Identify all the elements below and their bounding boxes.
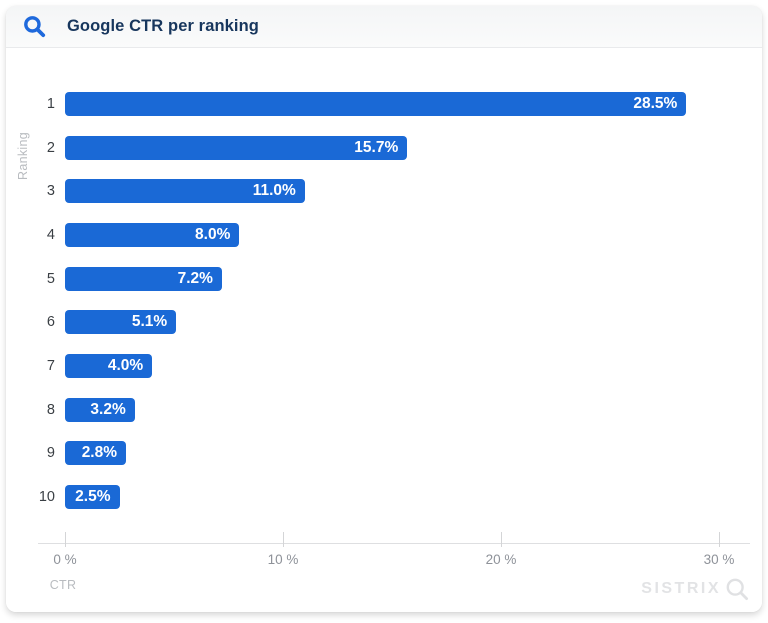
rank-label: 7 bbox=[46, 357, 55, 374]
bar-value-label: 5.1% bbox=[131, 313, 168, 331]
ctr-bar: 2.8% bbox=[65, 441, 127, 466]
bar-value-label: 4.0% bbox=[107, 356, 144, 374]
x-axis-tick-label: 0 % bbox=[53, 552, 77, 567]
ctr-bar: 5.1% bbox=[65, 310, 177, 335]
ctr-bar: 3.2% bbox=[65, 397, 135, 422]
x-axis-title: CTR bbox=[49, 578, 77, 592]
rank-label: 6 bbox=[46, 314, 55, 331]
ctr-bar: 4.0% bbox=[65, 353, 153, 378]
chart-row: 9 2.8% bbox=[6, 432, 762, 476]
bar-value-label: 15.7% bbox=[354, 138, 399, 156]
bar-rows: 1 28.5% 2 15.7% 3 11.0% 4 8.0% 5 7.2% 6 5.1% 7 4.0% 8 3… bbox=[6, 82, 762, 519]
chart-row: 1 28.5% bbox=[6, 82, 762, 126]
bar-value-label: 3.2% bbox=[90, 400, 126, 418]
magnifier-icon bbox=[24, 16, 46, 38]
chart-header: Google CTR per ranking bbox=[6, 6, 762, 48]
magnifier-icon bbox=[726, 578, 749, 601]
ctr-bar: 11.0% bbox=[65, 179, 305, 204]
x-axis-tick bbox=[719, 532, 720, 547]
rank-label: 4 bbox=[46, 226, 55, 243]
ctr-bar: 2.5% bbox=[65, 485, 120, 510]
x-axis-tick-label: 30 % bbox=[703, 552, 735, 567]
chart-row: 3 11.0% bbox=[6, 169, 762, 213]
rank-label: 1 bbox=[46, 95, 55, 112]
chart-card: Google CTR per ranking Ranking 1 28.5% 2 15… bbox=[6, 6, 762, 612]
x-axis-tick-label: 10 % bbox=[267, 552, 299, 567]
watermark-text: SISTRIX bbox=[641, 580, 721, 597]
ctr-bar: 8.0% bbox=[65, 222, 240, 247]
bar-value-label: 28.5% bbox=[633, 94, 678, 112]
page-title: Google CTR per ranking bbox=[67, 17, 259, 35]
rank-label: 5 bbox=[46, 270, 55, 287]
bar-value-label: 2.5% bbox=[75, 488, 111, 506]
rank-label: 8 bbox=[46, 401, 55, 418]
rank-label: 9 bbox=[46, 445, 55, 462]
chart-area: Ranking 1 28.5% 2 15.7% 3 11.0% 4 8.0% 5 7.2% 6 5.1… bbox=[6, 48, 762, 612]
rank-label: 3 bbox=[46, 183, 55, 200]
chart-row: 10 2.5% bbox=[6, 475, 762, 519]
x-axis-tick bbox=[283, 532, 284, 547]
chart-row: 4 8.0% bbox=[6, 213, 762, 257]
chart-row: 7 4.0% bbox=[6, 344, 762, 388]
ctr-bar: 15.7% bbox=[65, 135, 408, 160]
chart-row: 8 3.2% bbox=[6, 388, 762, 432]
chart-row: 2 15.7% bbox=[6, 126, 762, 170]
chart-row: 5 7.2% bbox=[6, 257, 762, 301]
rank-label: 2 bbox=[46, 139, 55, 156]
chart-row: 6 5.1% bbox=[6, 300, 762, 344]
bar-value-label: 7.2% bbox=[177, 269, 213, 287]
x-axis-tick bbox=[501, 532, 502, 547]
ctr-bar: 28.5% bbox=[65, 91, 687, 116]
bar-value-label: 2.8% bbox=[81, 444, 118, 462]
watermark: SISTRIX bbox=[641, 576, 750, 602]
rank-label: 10 bbox=[38, 489, 55, 506]
bar-value-label: 11.0% bbox=[252, 182, 296, 200]
x-axis-line bbox=[38, 543, 750, 544]
ctr-bar: 7.2% bbox=[65, 266, 222, 291]
x-axis-tick-label: 20 % bbox=[485, 552, 517, 567]
bar-value-label: 8.0% bbox=[195, 225, 231, 243]
x-axis-tick bbox=[65, 532, 66, 547]
